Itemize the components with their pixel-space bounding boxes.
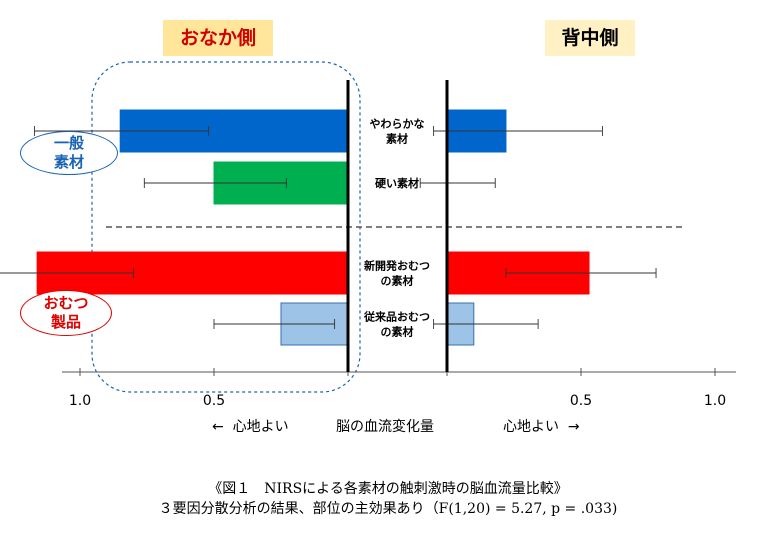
category-label: 新開発おむつ (364, 259, 430, 273)
group-tag-general: 一般 素材 (20, 131, 118, 175)
category-label: の素材 (381, 274, 414, 288)
x-tick-label: 1.0 (704, 393, 726, 409)
group-tag-general-line1: 一般 (53, 134, 84, 152)
group-tag-diaper-line2: 製品 (50, 313, 81, 331)
bar-front (36, 251, 349, 295)
figure-caption-title: 《図１ NIRSによる各素材の触刺激時の脳血流量比較》 (208, 481, 568, 497)
group-tag-diaper: おむつ 製品 (20, 290, 112, 336)
axis-label-right: 心地よい → (503, 419, 580, 435)
group-tag-general-line2: 素材 (53, 153, 84, 171)
category-label: の素材 (381, 325, 414, 339)
back-side-title: 背中側 (545, 20, 635, 56)
x-tick-label: 0.5 (570, 393, 592, 409)
group-tag-diaper-line1: おむつ (43, 294, 89, 312)
axis-label-center: 脳の血流変化量 (336, 419, 434, 435)
figure-caption-stats: ３要因分散分析の結果、部位の主効果あり（F(1,20) = 5.27, p = … (158, 501, 618, 517)
x-tick-label: 0.5 (203, 393, 225, 409)
category-label: 従来品おむつ (363, 310, 430, 324)
axis-label-left: ← 心地よい (212, 419, 289, 435)
front-side-title: おなか側 (163, 20, 273, 56)
x-tick-label: 1.0 (69, 393, 91, 409)
category-label: 硬い素材 (375, 176, 419, 190)
category-label: 素材 (386, 132, 408, 146)
category-label: やわらかな (370, 118, 425, 131)
